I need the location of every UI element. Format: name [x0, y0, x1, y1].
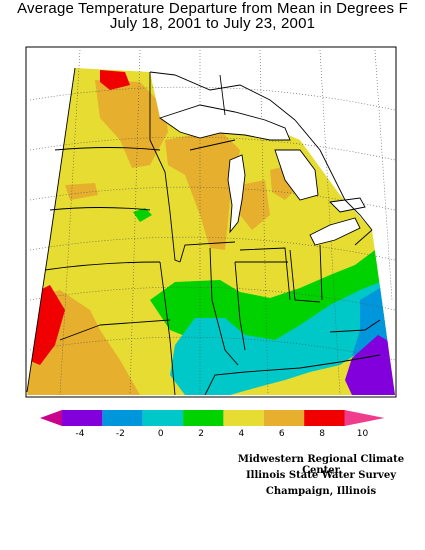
- lake-huron: [274, 149, 319, 201]
- great-lakes: [159, 104, 366, 246]
- region-2-4-spot: [133, 208, 152, 222]
- credit-line2: Illinois State Water Survey: [245, 470, 397, 481]
- region-neg4-neg2: [345, 335, 395, 395]
- legend-swatch-below--4: [40, 410, 62, 426]
- region-6-8-dakota: [65, 183, 98, 200]
- lake-erie: [309, 217, 361, 246]
- legend-swatch-4-6: [223, 410, 264, 426]
- credit-line3: Champaign, Illinois: [265, 486, 377, 497]
- region-6-8-michigan: [240, 180, 270, 230]
- credit-line1: Midwestern Regional Climate Center: [237, 454, 405, 476]
- legend-swatch-0-2: [142, 410, 184, 426]
- legend-ticks: -4 -2 0 2 4 6 8 10: [76, 429, 369, 439]
- legend-swatch-6: [304, 410, 345, 426]
- legend-swatch-above-10: [344, 410, 385, 426]
- map-title-line1: Average Temperature Departure from Mean …: [17, 0, 408, 17]
- legend-swatch--2-0: [102, 410, 143, 426]
- lake-superior: [159, 104, 291, 141]
- legend-tick-label: -4: [76, 429, 85, 439]
- graticule: [29, 49, 396, 396]
- color-legend: [40, 410, 385, 426]
- legend-tick-label: -2: [116, 429, 125, 439]
- lake-michigan: [227, 154, 246, 234]
- legend-tick-label: 4: [239, 429, 245, 439]
- legend-tick-label: 8: [319, 429, 325, 439]
- map-title-line2: July 18, 2001 to July 23, 2001: [109, 15, 316, 32]
- legend-swatch-6-8: [263, 410, 305, 426]
- legend-tick-label: 0: [158, 429, 164, 439]
- region-8-10-north: [100, 70, 130, 90]
- legend-tick-label: 2: [198, 429, 204, 439]
- region-0-2: [170, 280, 390, 395]
- lake-ontario: [329, 197, 366, 213]
- legend-tick-label: 6: [279, 429, 285, 439]
- canada-boundaries: [149, 71, 373, 231]
- legend-swatch--4--2: [62, 410, 103, 426]
- state-boundaries: [26, 67, 381, 396]
- legend-swatch-2-4: [183, 410, 224, 426]
- legend-tick-label: 10: [357, 429, 369, 439]
- region-6-8-wisconsin: [165, 130, 240, 250]
